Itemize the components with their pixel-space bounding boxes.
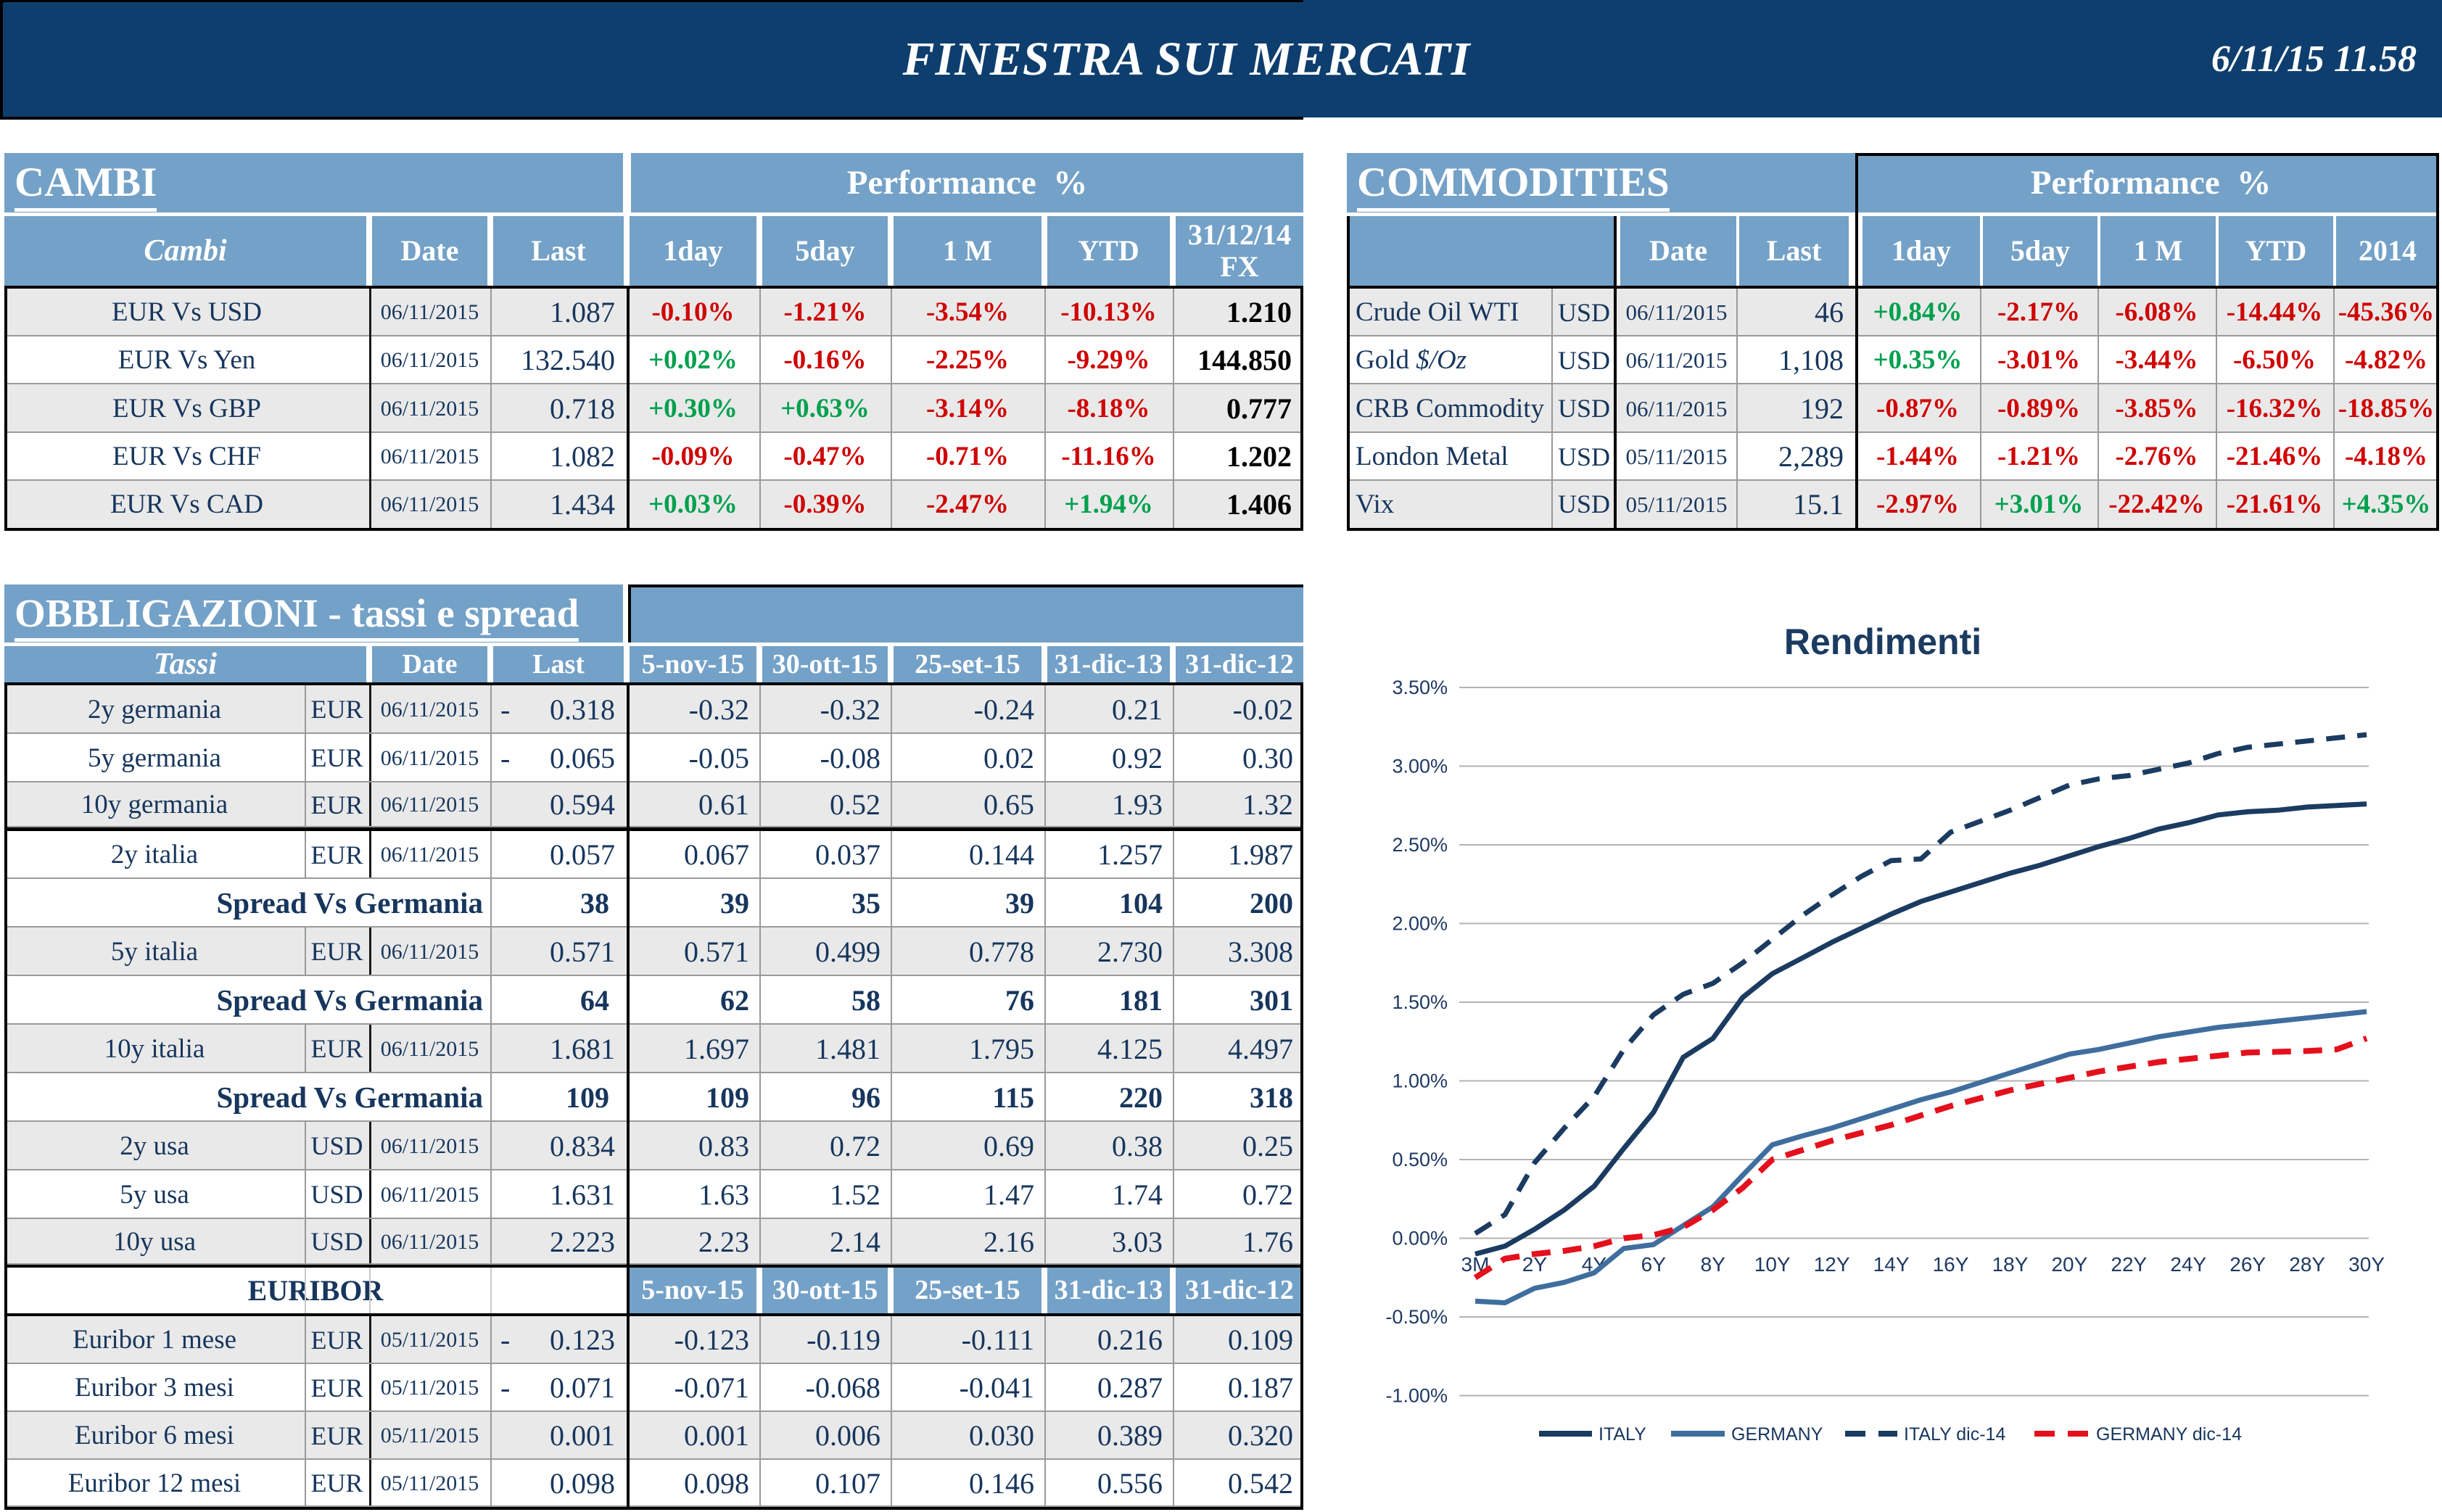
svg-text:2.00%: 2.00% <box>1392 913 1448 935</box>
svg-text:18Y: 18Y <box>1992 1253 2029 1276</box>
svg-text:GERMANY: GERMANY <box>1731 1424 1823 1445</box>
svg-text:1.00%: 1.00% <box>1392 1070 1448 1092</box>
svg-text:14Y: 14Y <box>1873 1253 1910 1276</box>
svg-text:3.00%: 3.00% <box>1392 756 1448 777</box>
svg-text:-0.50%: -0.50% <box>1385 1306 1448 1328</box>
svg-text:16Y: 16Y <box>1933 1253 1969 1276</box>
svg-text:ITALY dic-14: ITALY dic-14 <box>1904 1424 2005 1445</box>
svg-text:22Y: 22Y <box>2111 1253 2147 1276</box>
svg-text:8Y: 8Y <box>1701 1253 1726 1276</box>
svg-text:24Y: 24Y <box>2170 1253 2206 1276</box>
svg-text:3.50%: 3.50% <box>1392 677 1448 698</box>
svg-text:1.50%: 1.50% <box>1392 991 1448 1013</box>
svg-text:-1.00%: -1.00% <box>1385 1385 1448 1407</box>
svg-text:2.50%: 2.50% <box>1392 834 1448 856</box>
svg-text:28Y: 28Y <box>2289 1253 2325 1276</box>
svg-text:Rendimenti: Rendimenti <box>1784 621 1981 662</box>
svg-text:6Y: 6Y <box>1641 1253 1667 1276</box>
svg-text:20Y: 20Y <box>2051 1253 2087 1276</box>
svg-text:26Y: 26Y <box>2229 1253 2266 1276</box>
svg-text:12Y: 12Y <box>1814 1253 1850 1276</box>
svg-text:10Y: 10Y <box>1754 1253 1791 1276</box>
svg-text:30Y: 30Y <box>2348 1253 2385 1276</box>
svg-text:GERMANY dic-14: GERMANY dic-14 <box>2096 1424 2242 1445</box>
svg-text:0.50%: 0.50% <box>1392 1149 1448 1170</box>
svg-text:0.00%: 0.00% <box>1392 1228 1448 1249</box>
svg-text:ITALY: ITALY <box>1599 1424 1646 1445</box>
